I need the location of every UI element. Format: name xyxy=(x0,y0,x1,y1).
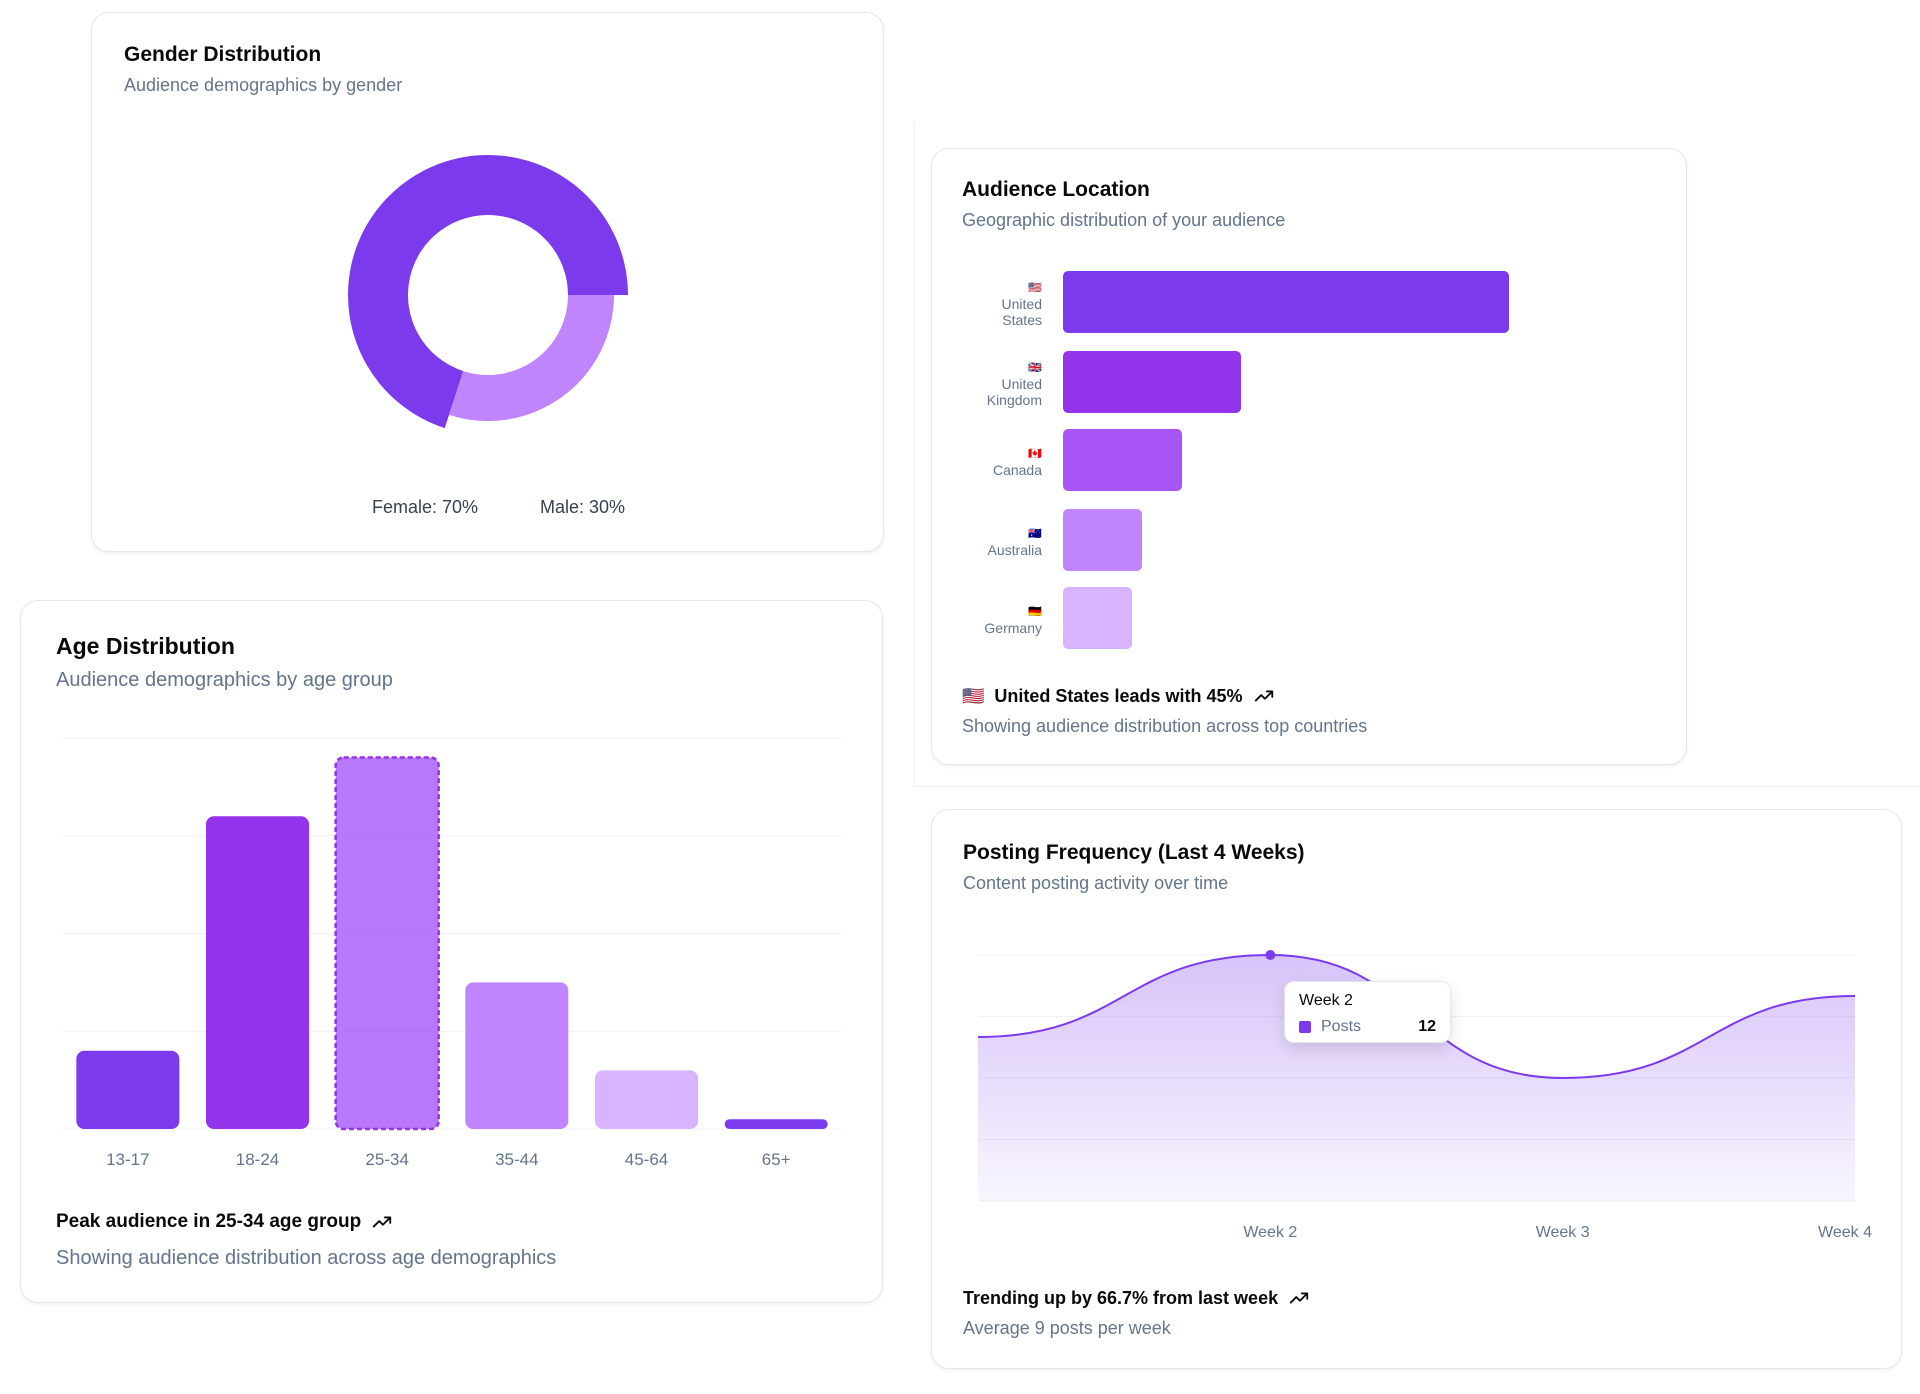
tooltip-label: Week 2 xyxy=(1299,992,1353,1009)
tick-label: 65+ xyxy=(762,1150,791,1169)
age-footer: Peak audience in 25-34 age group xyxy=(56,1211,393,1233)
audience-location-card: Audience Location Geographic distributio… xyxy=(931,148,1687,765)
tooltip-series: Posts xyxy=(1321,1018,1362,1035)
bar-65+ xyxy=(724,1119,828,1129)
gender-donut-chart xyxy=(348,155,628,429)
bar-united-states xyxy=(1063,271,1509,333)
gender-distribution-card: Gender Distribution Audience demographic… xyxy=(91,12,884,552)
tooltip-swatch xyxy=(1299,1021,1311,1033)
location-footer: 🇺🇸 United States leads with 45% xyxy=(962,685,1275,707)
location-footer-text: United States leads with 45% xyxy=(994,685,1243,706)
card-subtitle: Geographic distribution of your audience xyxy=(962,210,1286,230)
trending-up-icon xyxy=(1289,1292,1309,1304)
donut-slice-female xyxy=(348,155,628,429)
age-bar-chart: 13-17 18-24 25-34 35-44 45-64 65+ xyxy=(63,737,841,1169)
trending-up-icon xyxy=(373,1216,392,1228)
bar-united-kingdom xyxy=(1063,351,1242,413)
card-subtitle: Content posting activity over time xyxy=(963,873,1229,893)
x-tick-label: Week 4 xyxy=(1818,1224,1872,1241)
flag-icon: 🇨🇦 xyxy=(1028,448,1042,460)
flag-icon: 🇦🇺 xyxy=(1028,528,1042,540)
country-label: 🇨🇦 Canada xyxy=(942,446,1042,478)
bar-germany xyxy=(1063,587,1133,649)
active-point xyxy=(1265,950,1276,960)
age-footer-sub: Showing audience distribution across age… xyxy=(56,1247,557,1269)
posting-footer-text: Trending up by 66.7% from last week xyxy=(963,1287,1279,1308)
bar-13-17 xyxy=(76,1050,180,1129)
country-label: 🇦🇺 Australia xyxy=(942,526,1042,558)
trending-up-icon xyxy=(1254,690,1273,702)
card-subtitle: Audience demographics by age group xyxy=(56,669,393,691)
location-bar-chart: 🇺🇸 United States 🇬🇧 United Kingdom 🇨🇦 Canada 🇦🇺 A… xyxy=(932,149,1688,669)
age-footer-text: Peak audience in 25-34 age group xyxy=(56,1211,362,1232)
tooltip-value: 12 xyxy=(1418,1018,1436,1035)
posting-footer-sub: Average 9 posts per week xyxy=(963,1318,1171,1338)
country-label: 🇩🇪 Germany xyxy=(942,604,1042,636)
bar-australia xyxy=(1063,509,1143,571)
card-subtitle: Audience demographics by gender xyxy=(124,75,403,95)
tick-label: 18-24 xyxy=(236,1150,279,1169)
flag-icon: 🇺🇸 xyxy=(1028,282,1042,294)
posting-frequency-card: Posting Frequency (Last 4 Weeks) Content… xyxy=(931,809,1902,1369)
tick-label: 35-44 xyxy=(495,1150,538,1169)
card-title: Audience Location xyxy=(962,178,1150,201)
donut-slice-male xyxy=(449,295,614,421)
bar-canada xyxy=(1063,429,1182,491)
x-tick-label: Week 2 xyxy=(1243,1224,1297,1241)
chart-tooltip: Week 2 Posts 12 xyxy=(1284,981,1451,1043)
tick-label: 25-34 xyxy=(365,1150,408,1169)
bar-35-44 xyxy=(465,982,569,1129)
bar-18-24 xyxy=(206,816,309,1129)
card-title: Age Distribution xyxy=(56,633,235,659)
us-flag-icon: 🇺🇸 xyxy=(962,685,985,706)
area-fill xyxy=(978,955,1855,1201)
tick-label: 45-64 xyxy=(625,1150,668,1169)
legend-female: Female: 70% xyxy=(372,497,479,517)
flag-icon: 🇬🇧 xyxy=(1028,362,1042,374)
flag-icon: 🇩🇪 xyxy=(1028,606,1042,618)
card-title: Posting Frequency (Last 4 Weeks) xyxy=(963,841,1305,864)
location-footer-sub: Showing audience distribution across top… xyxy=(962,716,1368,736)
age-distribution-card: Age Distribution Audience demographics b… xyxy=(20,600,883,1303)
bar-45-64 xyxy=(595,1070,698,1129)
section-frame xyxy=(914,122,1920,787)
x-tick-label: Week 3 xyxy=(1536,1224,1590,1241)
posting-footer: Trending up by 66.7% from last week xyxy=(963,1287,1310,1309)
card-title: Gender Distribution xyxy=(124,43,322,66)
legend-male: Male: 30% xyxy=(540,497,626,517)
bar-25-34 xyxy=(334,756,440,1131)
country-label: 🇺🇸 United States xyxy=(942,280,1042,328)
tick-label: 13-17 xyxy=(106,1150,149,1169)
country-label: 🇬🇧 United Kingdom xyxy=(942,360,1042,408)
